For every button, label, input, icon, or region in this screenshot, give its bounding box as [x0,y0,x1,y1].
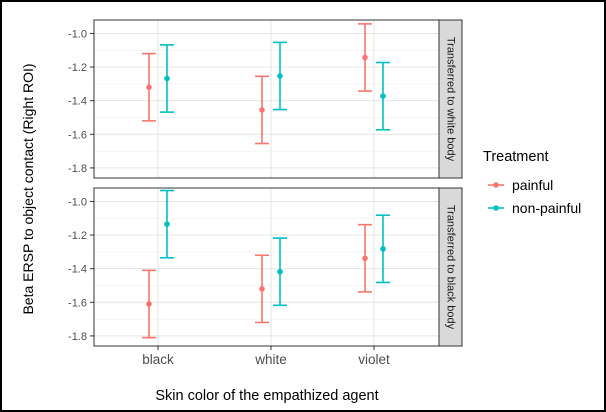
y-tick-label: -1.4 [68,96,87,108]
mean-point [259,107,265,113]
x-tick-label: black [142,352,174,367]
facet-strip-label: Transferred to black body [445,205,457,330]
mean-point [277,73,283,79]
facet-strip [438,187,463,347]
legend-entry-label: painful [512,177,553,193]
errorbar-painful [142,269,156,339]
mean-point [146,84,152,91]
errorbar-painful [358,223,372,293]
errorbar-painful [255,254,269,324]
facet-strip [438,19,463,179]
errorbar-painful [358,23,372,92]
y-tick-label: -1.4 [68,264,87,276]
mean-point [362,255,368,262]
errorbar-non-painful [160,44,174,113]
legend-key-painful [488,182,504,188]
errorbar-non-painful [376,61,390,131]
panel-background [94,188,439,346]
mean-point [380,93,386,99]
errorbar-painful [142,52,156,122]
legend-entry-label: non-painful [512,200,581,216]
mean-point [380,246,386,252]
mean-point [277,268,283,275]
errorbar-painful [255,75,269,145]
legend-title: Treatment [483,149,549,165]
y-tick-label: -1.6 [68,129,87,141]
facet-panel: -1.0 -1.2 -1.4 -1.6 -1.8 Transferred to white… [68,19,463,179]
y-tick-label: -1.8 [68,163,87,175]
y-tick-label: -1.0 [68,196,87,208]
y-axis-label: Beta ERSP to object contact (Right ROI) [20,63,36,314]
mean-point [164,221,170,227]
y-tick-label: -1.2 [68,230,87,242]
errorbar-non-painful [160,189,174,259]
x-tick-label: white [254,352,287,367]
x-axis-label: Skin color of the empathized agent [155,388,378,404]
panel-background [94,20,439,178]
mean-point [146,301,152,307]
errorbar-non-painful [376,214,390,284]
legend-key-non-painful [488,205,504,211]
y-tick-label: -1.0 [68,28,87,40]
facet-panel: -1.0 -1.2 -1.4 -1.6 -1.8 Transferred to black… [68,187,463,347]
legend-key-point [493,182,499,188]
facet-strip-label: Transferred to white body [445,37,457,162]
y-tick-label: -1.2 [68,62,87,74]
mean-point [164,75,170,82]
legend: Treatment painful non-painful [483,149,581,216]
mean-point [259,286,265,292]
errorbar-non-painful [273,237,287,307]
x-tick-label: violet [358,352,390,367]
legend-key-point [493,205,499,211]
errorbar-non-painful [273,41,287,111]
y-tick-label: -1.8 [68,331,87,343]
y-tick-label: -1.6 [68,297,87,309]
mean-point [362,54,368,61]
